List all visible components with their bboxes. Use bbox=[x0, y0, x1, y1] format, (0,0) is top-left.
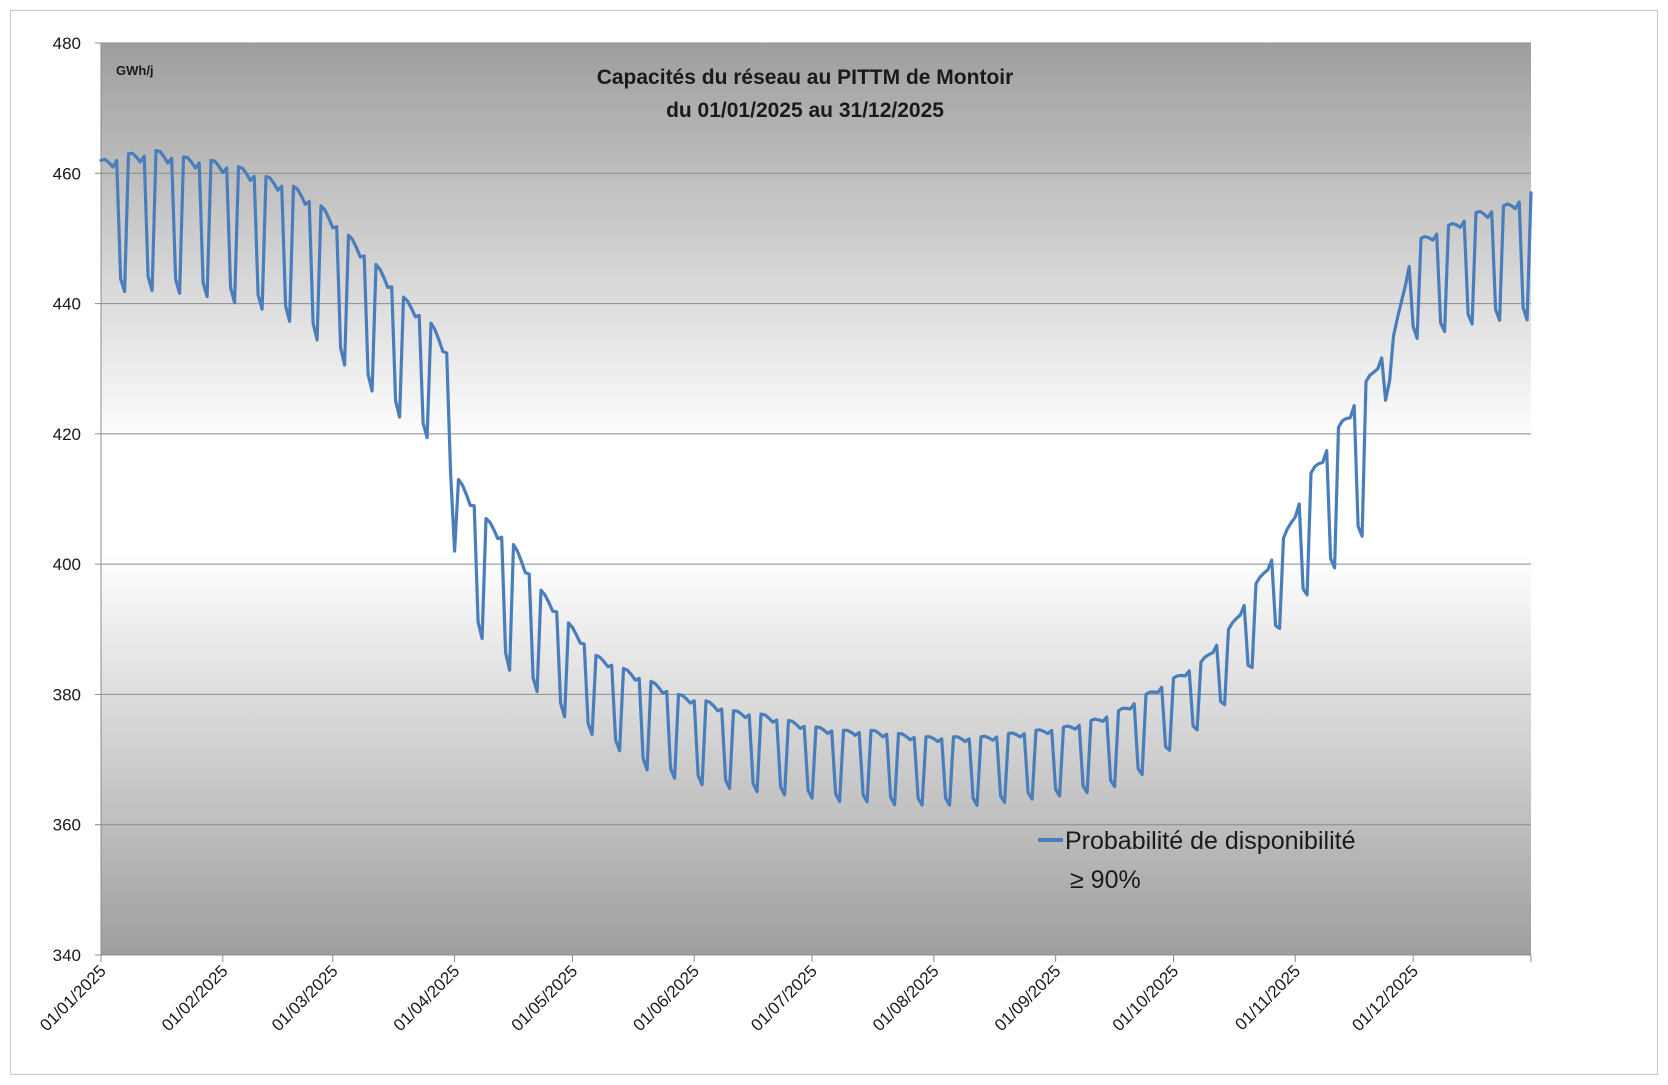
x-tick-label: 01/11/2025 bbox=[1231, 961, 1304, 1034]
x-tick-label: 01/03/2025 bbox=[268, 961, 342, 1035]
x-tick-label: 01/10/2025 bbox=[1109, 961, 1183, 1035]
series-layer bbox=[99, 148, 1533, 807]
plot-area bbox=[101, 43, 1531, 955]
x-tick-label: 01/08/2025 bbox=[869, 961, 943, 1035]
y-tick-label: 340 bbox=[53, 946, 81, 965]
legend: Probabilité de disponibilité ≥ 90% bbox=[1038, 827, 1355, 894]
x-tick-label: 01/09/2025 bbox=[991, 961, 1065, 1035]
chart-title: Capacités du réseau au PITTM de Montoir bbox=[597, 66, 1014, 89]
x-tick-label: 01/04/2025 bbox=[390, 961, 464, 1035]
y-tick-label: 400 bbox=[53, 555, 81, 574]
y-tick-label: 380 bbox=[53, 685, 81, 704]
chart-frame bbox=[10, 10, 1658, 1075]
series-line-0 bbox=[99, 148, 1533, 807]
legend-label-threshold: ≥ 90% bbox=[1070, 866, 1141, 894]
y-tick-label: 420 bbox=[53, 425, 81, 444]
x-tick-label: 01/07/2025 bbox=[747, 961, 821, 1035]
chart-subtitle: du 01/01/2025 au 31/12/2025 bbox=[666, 99, 944, 122]
y-tick-label: 440 bbox=[53, 295, 81, 314]
legend-label: Probabilité de disponibilité bbox=[1065, 827, 1355, 855]
y-tick-label: 460 bbox=[53, 164, 81, 183]
x-tick-label: 01/06/2025 bbox=[629, 961, 703, 1035]
x-tick-label: 01/02/2025 bbox=[158, 961, 232, 1035]
y-unit-label: GWh/j bbox=[116, 63, 154, 78]
x-tick-label: 01/12/2025 bbox=[1348, 961, 1422, 1035]
x-tick-label: 01/01/2025 bbox=[36, 961, 110, 1035]
x-tick-label: 01/05/2025 bbox=[508, 961, 582, 1035]
y-tick-label: 360 bbox=[53, 816, 81, 835]
y-tick-label: 480 bbox=[53, 34, 81, 53]
